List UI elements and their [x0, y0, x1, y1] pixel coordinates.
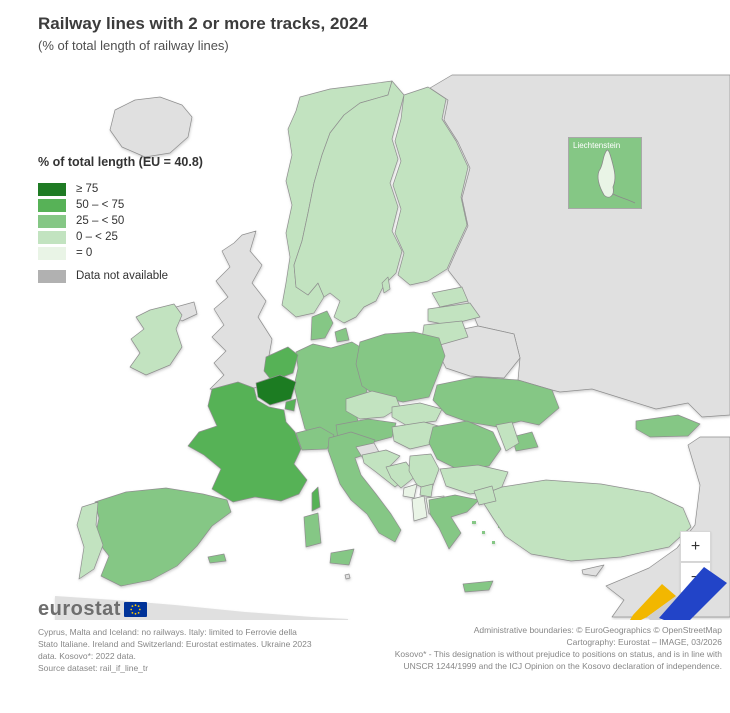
legend-swatch — [38, 182, 66, 196]
country-portugal[interactable] — [76, 501, 104, 580]
country-poland[interactable] — [355, 331, 446, 403]
country-belgium[interactable] — [255, 374, 297, 406]
zoom-in-button[interactable]: + — [680, 531, 711, 562]
footnote-line: Stato Italiane. Ireland and Switzerland:… — [38, 639, 312, 649]
country-moldova[interactable] — [495, 421, 520, 452]
region-east-thrace[interactable] — [473, 485, 497, 506]
country-albania[interactable] — [411, 495, 428, 522]
legend-swatch — [38, 269, 66, 283]
minus-icon: − — [690, 568, 701, 586]
country-iceland[interactable] — [109, 96, 193, 158]
legend-item-label: 25 – < 50 — [76, 215, 125, 227]
legend-swatch — [38, 230, 66, 244]
legend-swatch — [38, 214, 66, 228]
legend-title: % of total length (EU = 40.8) — [38, 155, 203, 169]
region-crimea[interactable] — [511, 431, 539, 452]
country-romania[interactable] — [428, 420, 502, 470]
legend-item-label: 50 – < 75 — [76, 199, 125, 211]
country-ireland[interactable] — [129, 303, 183, 376]
liechtenstein-inset-map — [597, 149, 636, 204]
island-corsica[interactable] — [311, 486, 321, 512]
footnote-line: Administrative boundaries: © EuroGeograp… — [473, 625, 722, 635]
country-spain[interactable] — [94, 487, 232, 587]
legend-item[interactable]: 50 – < 75 — [38, 197, 203, 213]
legend-item-label: = 0 — [76, 247, 93, 259]
country-denmark[interactable] — [310, 310, 334, 341]
country-montenegro[interactable] — [402, 483, 418, 499]
europe-map-svg — [55, 74, 730, 620]
europe-map-canvas — [0, 55, 730, 620]
legend-item-label: 0 – < 25 — [76, 231, 118, 243]
map-legend: % of total length (EU = 40.8) ≥ 75 50 – … — [38, 155, 203, 284]
island-gotland[interactable] — [381, 276, 391, 294]
islands-aegean[interactable] — [472, 521, 501, 544]
legend-item[interactable]: Data not available — [38, 268, 203, 284]
country-sweden[interactable] — [293, 80, 405, 324]
footnote-line: Cyprus, Malta and Iceland: no railways. … — [38, 627, 297, 637]
country-netherlands[interactable] — [263, 346, 299, 382]
footnote-line: Cartography: Eurostat – IMAGE, 03/2026 — [566, 637, 722, 647]
legend-item[interactable]: 25 – < 50 — [38, 213, 203, 229]
country-slovakia[interactable] — [391, 402, 443, 426]
country-united-kingdom[interactable] — [209, 230, 277, 394]
eu-flag-icon — [123, 602, 147, 617]
eurostat-logo: eurostat — [38, 598, 147, 620]
country-bosnia[interactable] — [385, 461, 417, 489]
legend-item[interactable]: ≥ 75 — [38, 181, 203, 197]
footnotes-left: Cyprus, Malta and Iceland: no railways. … — [38, 626, 368, 674]
inset-border-line — [612, 193, 636, 204]
footnotes-right: Administrative boundaries: © EuroGeograp… — [342, 624, 722, 672]
country-georgia[interactable] — [635, 414, 701, 438]
legend-item-label: Data not available — [76, 270, 169, 282]
country-cyprus[interactable] — [581, 564, 605, 577]
legend-item[interactable]: = 0 — [38, 245, 203, 261]
footnote-line: Kosovo* - This designation is without pr… — [394, 649, 722, 659]
eurostat-logo-text: eurostat — [38, 598, 121, 620]
legend-item[interactable]: 0 – < 25 — [38, 229, 203, 245]
plus-icon: + — [690, 537, 701, 555]
country-kosovo[interactable] — [419, 483, 434, 498]
country-ukraine[interactable] — [432, 376, 560, 428]
country-turkiye[interactable] — [478, 479, 692, 562]
island-sicily[interactable] — [329, 548, 355, 566]
country-liechtenstein — [597, 149, 616, 198]
legend-item-label: ≥ 75 — [76, 183, 99, 195]
country-malta[interactable] — [344, 573, 351, 580]
footnote-line: Source dataset: rail_if_line_tr — [38, 663, 149, 673]
footnote-line: UNSCR 1244/1999 and the ICJ Opinion on t… — [403, 661, 723, 671]
inset-label: Liechtenstein — [573, 141, 621, 150]
liechtenstein-inset: Liechtenstein — [568, 137, 642, 209]
country-france[interactable] — [187, 381, 308, 503]
page-title: Railway lines with 2 or more tracks, 202… — [38, 14, 368, 33]
island-sardinia[interactable] — [303, 512, 322, 548]
country-finland[interactable] — [392, 86, 469, 286]
country-greece[interactable] — [428, 494, 480, 550]
eu-flag-stars — [130, 604, 141, 615]
islands-balearic[interactable] — [207, 553, 227, 564]
page-subtitle: (% of total length of railway lines) — [38, 38, 229, 53]
zoom-out-button[interactable]: − — [680, 562, 711, 593]
footnote-line: data. Kosovo*: 2022 data. — [38, 651, 136, 661]
country-latvia[interactable] — [427, 302, 481, 326]
legend-swatch — [38, 198, 66, 212]
island-crete[interactable] — [462, 580, 494, 593]
country-estonia[interactable] — [431, 286, 469, 308]
country-luxembourg[interactable] — [284, 398, 297, 412]
legend-swatch — [38, 246, 66, 260]
island-zealand[interactable] — [334, 327, 350, 343]
